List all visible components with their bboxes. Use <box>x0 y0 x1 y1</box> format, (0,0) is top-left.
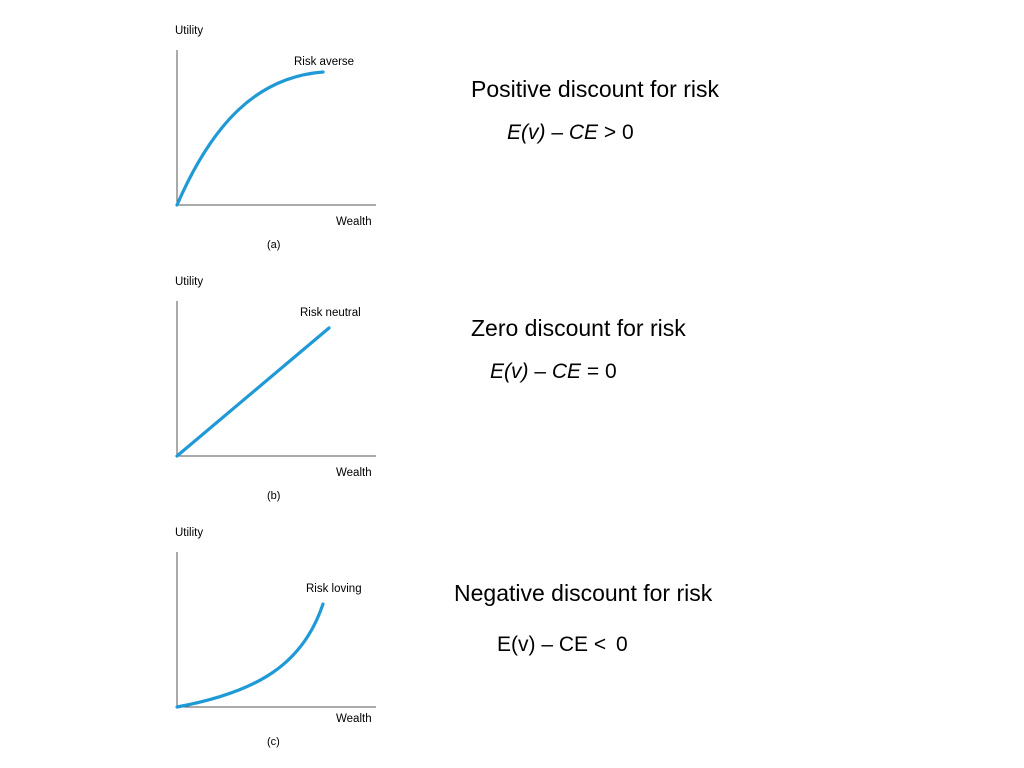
formula-operator: < <box>593 633 607 656</box>
panel-caption: (a) <box>267 239 281 251</box>
panel-caption: (b) <box>267 490 281 502</box>
formula-ev: E(v) <box>490 360 529 383</box>
utility-chart-c <box>175 552 376 709</box>
curve-label: Risk averse <box>294 56 355 68</box>
formula-ce: CE <box>568 121 599 144</box>
panel-c: Utility Risk loving Wealth (c) <box>168 524 388 764</box>
panel-a: Utility Risk averse Wealth (a) <box>168 22 388 262</box>
utility-curve-risk-loving <box>175 602 325 709</box>
x-axis-label: Wealth <box>336 467 372 479</box>
panel-caption: (c) <box>267 736 280 748</box>
x-axis-label: Wealth <box>336 216 372 228</box>
x-axis-label: Wealth <box>336 713 372 725</box>
panel-b: Utility Risk neutral Wealth (b) <box>168 273 388 513</box>
heading-zero-discount: Zero discount for risk <box>471 315 686 341</box>
y-axis-label: Utility <box>175 527 204 539</box>
y-axis-label: Utility <box>175 276 204 288</box>
formula-ev: E(v) <box>507 121 546 144</box>
curve-label: Risk loving <box>306 583 362 595</box>
curve-label: Risk neutral <box>300 307 361 319</box>
formula-dash: – <box>551 121 564 144</box>
formula-zero: E(v) – CE = 0 <box>490 360 617 384</box>
y-axis-label: Utility <box>175 25 204 37</box>
formula-rhs: 0 <box>605 360 617 383</box>
heading-negative-discount: Negative discount for risk <box>454 580 713 606</box>
formula-ev: E(v) <box>497 633 536 656</box>
formula-dash: – <box>534 360 547 383</box>
formula-rhs: 0 <box>622 121 634 144</box>
formula-operator: > <box>603 121 617 144</box>
heading-positive-discount: Positive discount for risk <box>471 76 719 102</box>
utility-curve-risk-neutral <box>175 326 331 458</box>
formula-positive: E(v) – CE > 0 <box>507 121 634 145</box>
formula-operator: = <box>586 360 600 383</box>
formula-negative: E(v) – CE < 0 <box>497 633 628 657</box>
utility-curve-risk-averse <box>175 70 325 207</box>
formula-rhs: 0 <box>616 633 628 656</box>
formula-ce: CE <box>551 360 582 383</box>
utility-chart-b <box>175 301 376 458</box>
formula-ce: CE <box>558 633 589 656</box>
formula-dash: – <box>541 633 554 656</box>
utility-chart-a <box>175 50 376 207</box>
